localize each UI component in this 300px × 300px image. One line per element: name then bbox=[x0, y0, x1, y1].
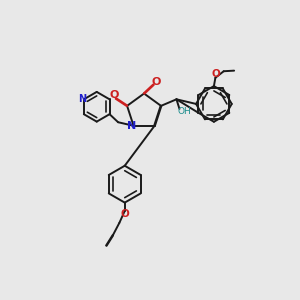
Text: O: O bbox=[151, 76, 160, 87]
Text: O: O bbox=[120, 209, 129, 220]
Text: N: N bbox=[78, 94, 86, 104]
Text: O: O bbox=[211, 69, 220, 79]
Text: OH: OH bbox=[177, 107, 191, 116]
Text: O: O bbox=[109, 90, 119, 100]
Text: N: N bbox=[128, 121, 137, 131]
